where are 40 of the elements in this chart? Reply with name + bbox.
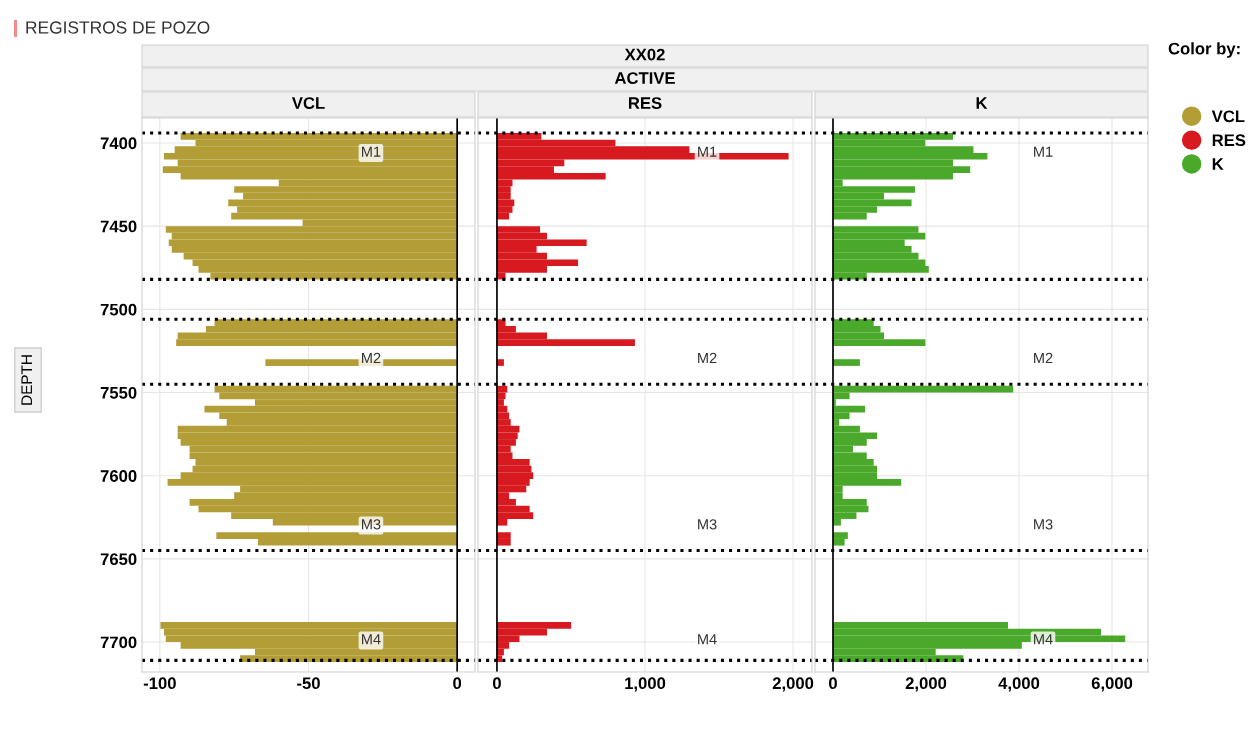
y-tick-label: 7700: [100, 636, 137, 649]
annotation: M1: [698, 146, 717, 157]
x-tick-label: 0: [492, 677, 501, 690]
annotation: M2: [698, 352, 717, 363]
y-axis-title: DEPTH: [21, 355, 32, 405]
legend-label: VCL: [1211, 110, 1245, 123]
y-tick-label: 7550: [100, 386, 137, 399]
x-tick-label: 2,000: [905, 677, 947, 692]
x-tick-label: 0: [829, 677, 837, 690]
x-tick-label: -100: [143, 677, 176, 690]
text: REGISTROS DE POZO: [26, 21, 210, 34]
annotation: M4: [1034, 634, 1053, 645]
x-tick-label: 1,000: [625, 677, 666, 692]
y-tick-label: 7500: [100, 303, 137, 316]
chart-title: VCL: [291, 97, 325, 109]
annotation: M2: [362, 352, 381, 363]
x-tick-label: 6,000: [1091, 677, 1133, 692]
chart-title: RES: [628, 97, 662, 109]
annotation: M3: [698, 519, 717, 530]
legend-label: RES: [1212, 134, 1246, 147]
x-tick-label: 2,000: [772, 677, 814, 692]
y-tick-label: 7600: [100, 470, 137, 482]
annotation: M4: [698, 634, 717, 645]
x-tick-label: 0: [453, 677, 462, 690]
text: ACTIVE: [614, 72, 675, 84]
annotation: M4: [362, 634, 381, 645]
legend-title: Color by:: [1168, 42, 1240, 58]
annotation: M1: [1034, 146, 1053, 157]
x-tick-label: -50: [297, 677, 320, 690]
y-tick-label: 7450: [100, 220, 137, 233]
annotation: M3: [1034, 519, 1053, 530]
legend-label: K: [1212, 158, 1224, 170]
text: XX02: [624, 48, 665, 61]
x-tick-label: 4,000: [998, 677, 1040, 692]
annotation: M1: [362, 146, 381, 157]
annotation: M3: [362, 519, 381, 530]
y-tick-label: 7400: [100, 137, 137, 150]
y-tick-label: 7650: [100, 553, 137, 566]
annotation: M2: [1034, 352, 1053, 363]
chart-title: K: [976, 97, 988, 109]
